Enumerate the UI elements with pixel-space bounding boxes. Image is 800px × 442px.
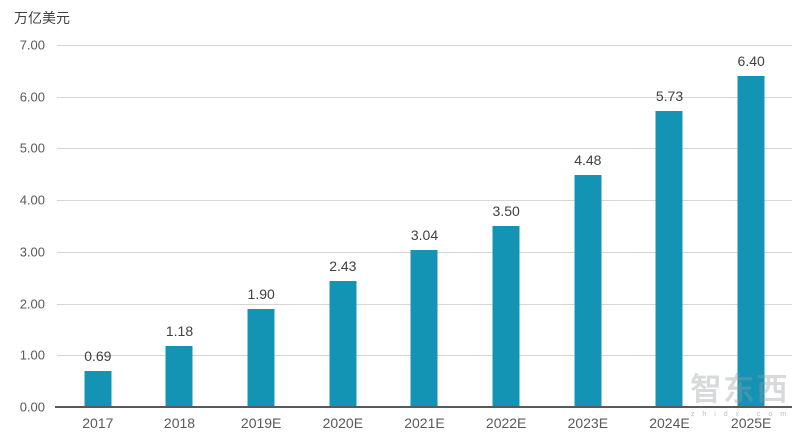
bar-slot-2023E: 4.48 bbox=[547, 45, 629, 407]
bar-2023E bbox=[574, 175, 602, 407]
bar-2022E bbox=[492, 226, 520, 407]
bar-2021E bbox=[410, 249, 438, 407]
x-tick-label-2023E: 2023E bbox=[567, 415, 609, 431]
x-axis-line bbox=[55, 406, 792, 408]
y-tick-label: 6.00 bbox=[19, 89, 45, 105]
bar-slot-2025E: 6.40 bbox=[710, 45, 792, 407]
x-axis-tick-labels: 2017 2018 2019E 2020E 2021E 2022E 2023E 2024E 20… bbox=[57, 411, 792, 435]
y-tick-label: 0.00 bbox=[19, 399, 45, 415]
x-tick-label-2022E: 2022E bbox=[485, 415, 527, 431]
bar-2025E bbox=[737, 76, 765, 407]
y-tick-label: 3.00 bbox=[19, 244, 45, 260]
bar-value-label: 3.04 bbox=[410, 226, 439, 243]
x-tick-label-2017: 2017 bbox=[82, 415, 114, 431]
bar-value-label: 1.18 bbox=[165, 322, 194, 339]
x-tick-label-2020E: 2020E bbox=[322, 415, 364, 431]
bar-value-label: 1.90 bbox=[247, 285, 275, 302]
bar-2020E bbox=[329, 281, 357, 407]
bar-slot-2018: 1.18 bbox=[139, 45, 221, 407]
x-tick-label-2018: 2018 bbox=[163, 415, 196, 431]
gridline-5 bbox=[57, 148, 792, 150]
bar-2019E bbox=[247, 308, 275, 407]
bar-value-label: 2.43 bbox=[329, 258, 357, 275]
bar-2017 bbox=[84, 371, 112, 407]
bar-value-label: 4.48 bbox=[574, 152, 602, 169]
y-tick-label: 2.00 bbox=[19, 296, 45, 312]
bar-value-label: 5.73 bbox=[655, 87, 684, 104]
gridline-7 bbox=[57, 45, 792, 46]
bar-slot-2017: 0.69 bbox=[57, 45, 139, 407]
gridline-4 bbox=[57, 200, 792, 202]
bar-slot-2024E: 5.73 bbox=[629, 45, 711, 407]
bar-slot-2022E: 3.50 bbox=[465, 45, 547, 407]
y-tick-label: 7.00 bbox=[19, 37, 45, 53]
y-axis-unit-label: 万亿美元 bbox=[14, 10, 70, 26]
bar-slot-2021E: 3.04 bbox=[384, 45, 466, 407]
y-tick-label: 4.00 bbox=[19, 192, 45, 208]
bar-value-label: 3.50 bbox=[492, 203, 520, 219]
bar-slot-2020E: 2.43 bbox=[302, 45, 384, 407]
x-tick-label-2019E: 2019E bbox=[240, 415, 282, 431]
x-tick-label-2021E: 2021E bbox=[404, 415, 445, 431]
x-tick-label-2024E: 2024E bbox=[649, 415, 690, 431]
y-tick-label: 1.00 bbox=[19, 347, 45, 363]
bar-value-label: 0.69 bbox=[84, 348, 112, 365]
bar-value-label: 6.40 bbox=[737, 53, 765, 70]
y-tick-label: 5.00 bbox=[19, 140, 45, 156]
gridline-6 bbox=[57, 96, 792, 98]
bar-2018 bbox=[165, 345, 193, 407]
bar-slot-2019E: 1.90 bbox=[220, 45, 302, 407]
plot-area: 0.69 1.18 1.90 2.43 3.04 3.50 4.48 5.73 6.40 bbox=[55, 45, 792, 408]
y-axis-tick-labels: 0.00 1.00 2.00 3.00 4.00 5.00 6.00 7.00 bbox=[0, 38, 45, 415]
bar-2024E bbox=[655, 110, 683, 407]
x-tick-label-2025E: 2025E bbox=[730, 415, 772, 431]
